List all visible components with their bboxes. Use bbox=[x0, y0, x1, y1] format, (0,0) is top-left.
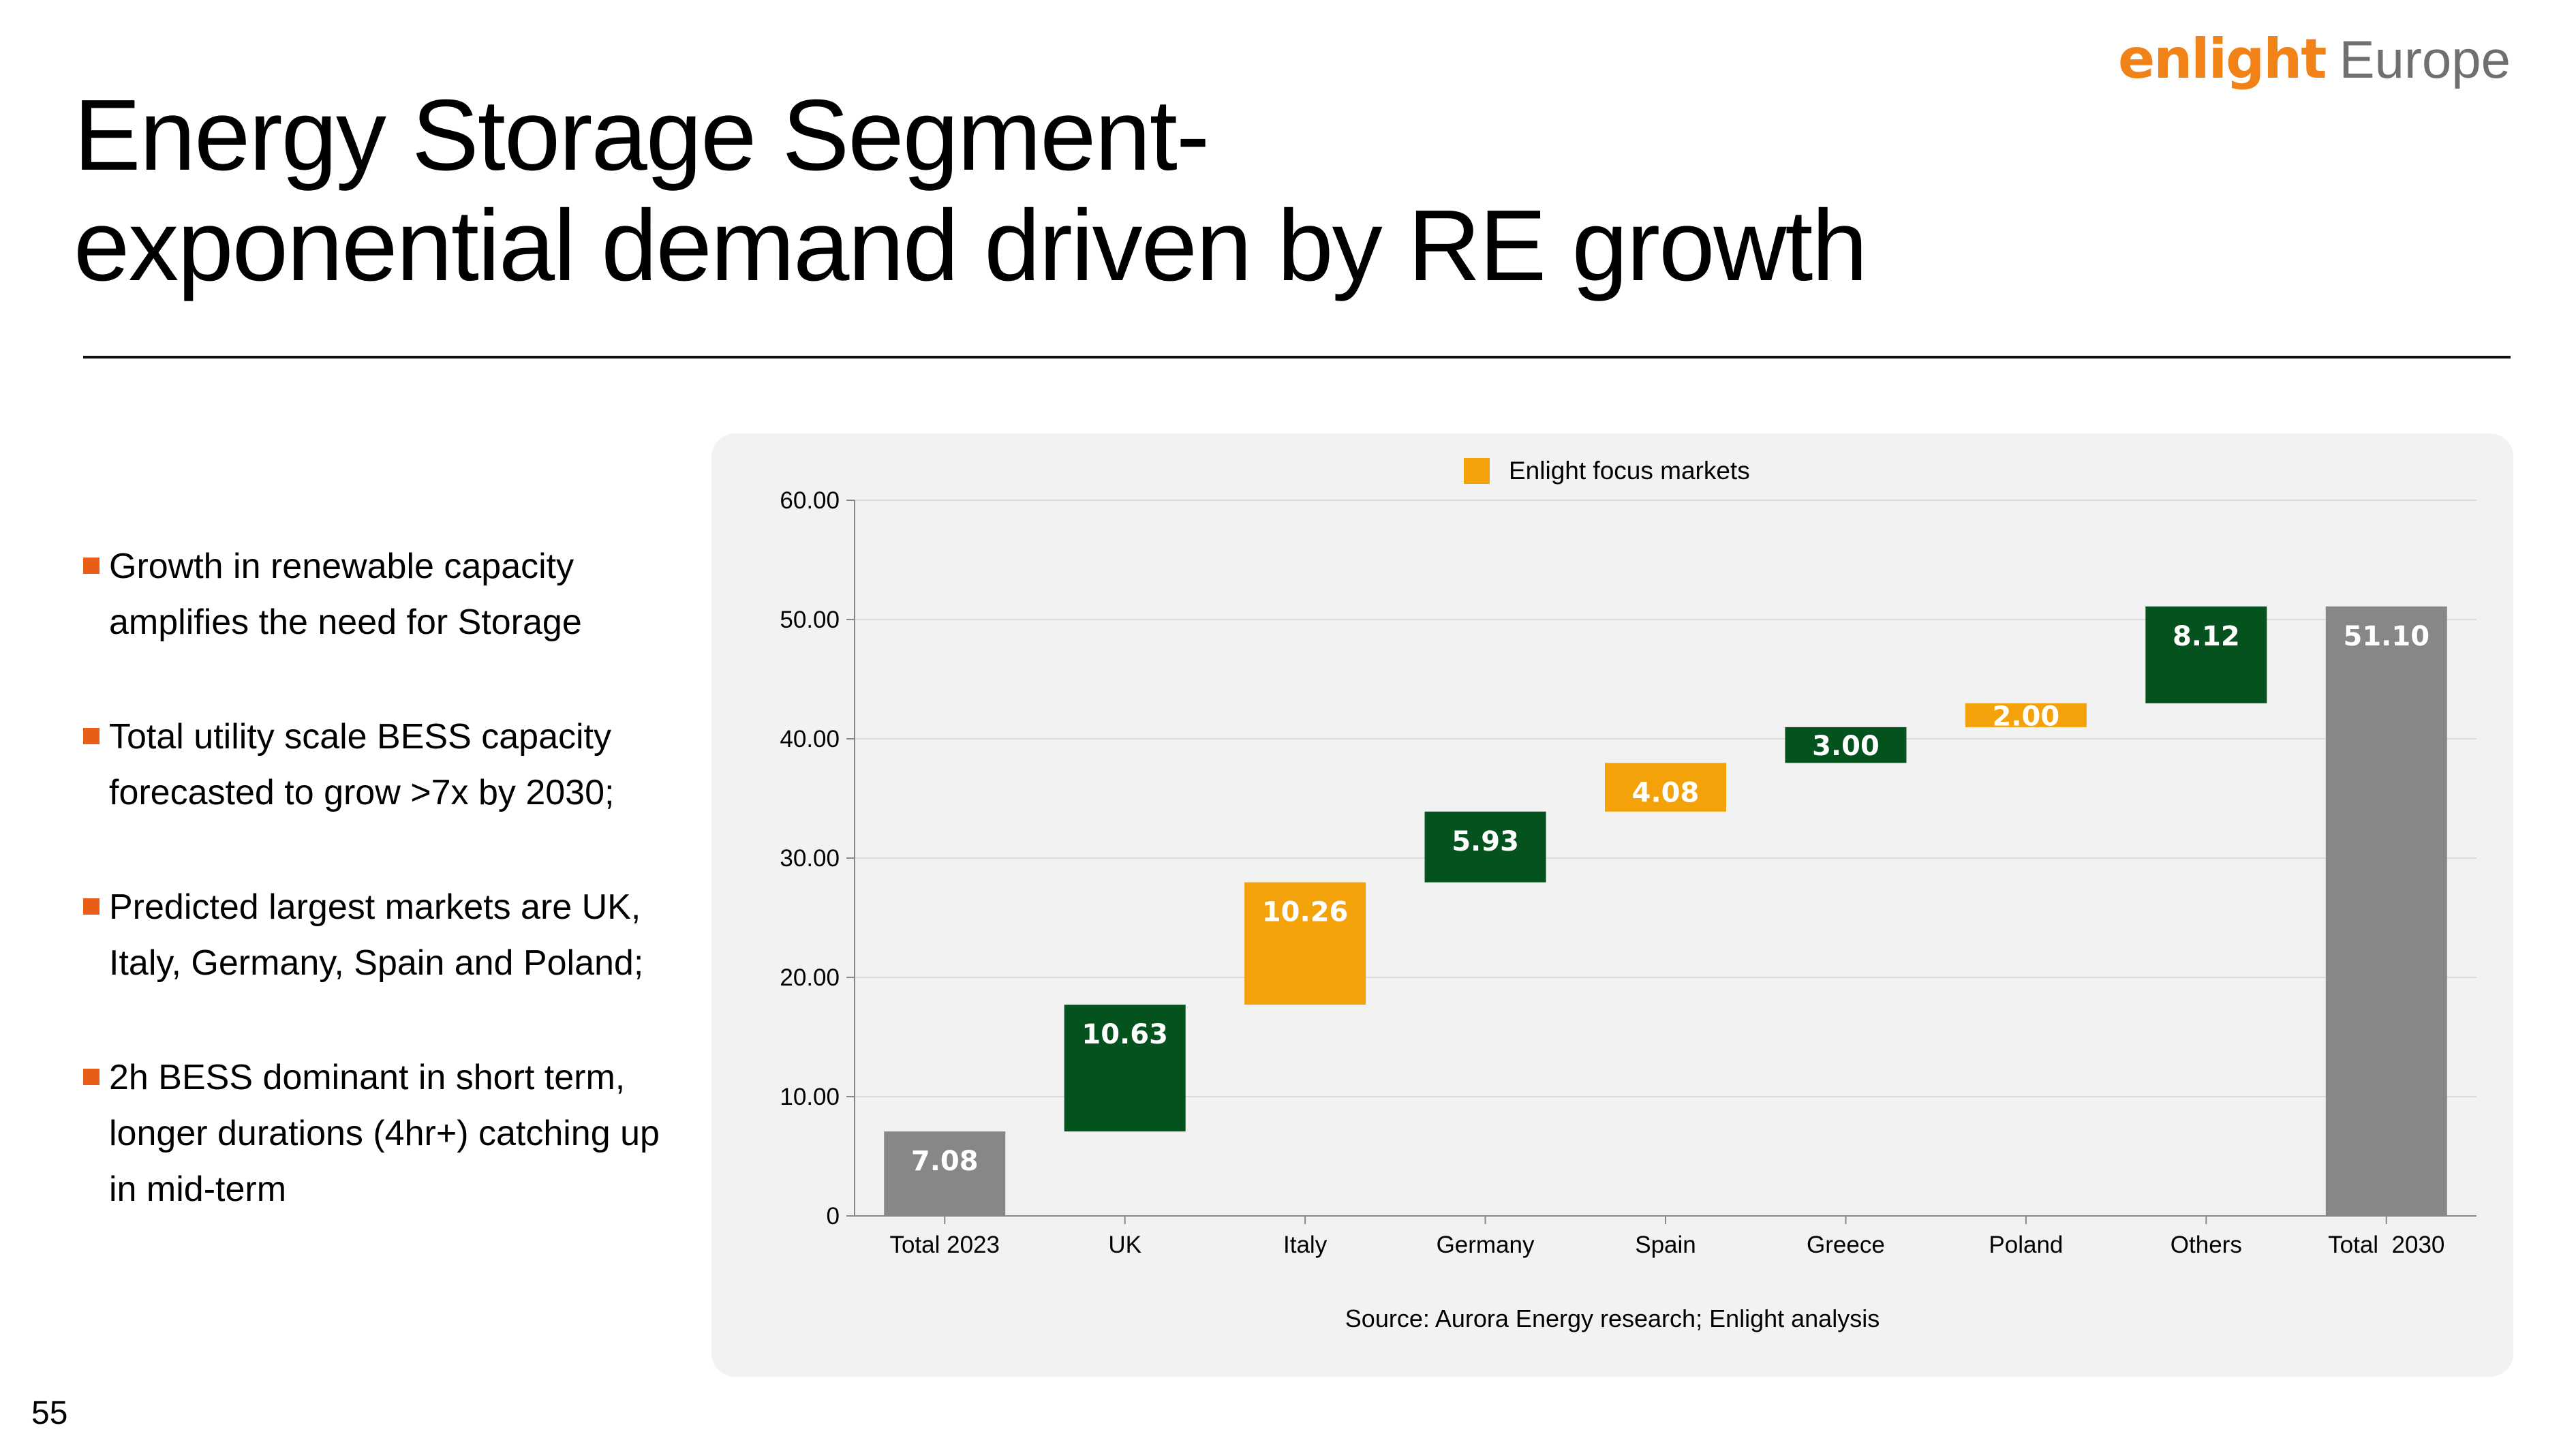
enlight-logo-mark: enlight bbox=[2117, 27, 2327, 91]
bullet-text: Predicted largest markets are UK, Italy,… bbox=[109, 887, 644, 983]
legend-label-focus: Enlight focus markets bbox=[1509, 457, 1750, 485]
square-bullet-icon bbox=[83, 898, 99, 915]
bar-value-label: 4.08 bbox=[1632, 777, 1700, 808]
waterfall-chart-panel: Enlight focus markets 0 10.00 20.00 30.00 40… bbox=[711, 433, 2513, 1377]
bullet-list: Growth in renewable capacity amplifies t… bbox=[82, 538, 695, 1276]
waterfall-bar bbox=[1244, 882, 1366, 1005]
waterfall-bar bbox=[1424, 811, 1546, 883]
bar-value-label: 10.63 bbox=[1082, 1019, 1168, 1050]
y-tick-label: 40.00 bbox=[780, 726, 840, 752]
waterfall-bar bbox=[1965, 703, 2087, 727]
waterfall-bar bbox=[1785, 727, 1907, 763]
bar-value-label: 8.12 bbox=[2173, 621, 2240, 652]
bullet-text: Growth in renewable capacity amplifies t… bbox=[109, 547, 582, 642]
chart-legend: Enlight focus markets bbox=[1464, 457, 1750, 485]
x-tick-label: Germany bbox=[1437, 1232, 1535, 1258]
bar-value-label: 7.08 bbox=[911, 1146, 979, 1177]
title-line-1: Energy Storage Segment- bbox=[74, 79, 1210, 192]
y-tick-label: 10.00 bbox=[780, 1084, 840, 1110]
legend-swatch-focus bbox=[1464, 458, 1490, 484]
y-tick-label: 20.00 bbox=[780, 964, 840, 991]
y-tick-label: 30.00 bbox=[780, 845, 840, 872]
x-tick-label: Total 2030 bbox=[2328, 1232, 2444, 1258]
square-bullet-icon bbox=[83, 1069, 99, 1085]
title-line-2: exponential demand driven by RE growth bbox=[74, 189, 1868, 302]
waterfall-bar bbox=[2145, 606, 2267, 703]
bullet-text: Total utility scale BESS capacity foreca… bbox=[109, 717, 615, 812]
waterfall-chart: 0 10.00 20.00 30.00 40.00 50.00 60.00 7.08 Total… bbox=[780, 487, 2477, 1258]
title-divider bbox=[83, 356, 2511, 359]
x-tick-label: Total 2023 bbox=[889, 1232, 1000, 1258]
y-tick-label: 0 bbox=[827, 1203, 840, 1230]
x-tick-label: Others bbox=[2171, 1232, 2242, 1258]
bar-value-label: 3.00 bbox=[1812, 731, 1880, 762]
enlight-europe-logo: enlight Europe bbox=[2118, 27, 2511, 91]
page-title: Energy Storage Segment- exponential dema… bbox=[74, 79, 1868, 302]
x-tick-label: Spain bbox=[1635, 1232, 1696, 1258]
x-tick-label: Italy bbox=[1283, 1232, 1328, 1258]
square-bullet-icon bbox=[83, 728, 99, 744]
square-bullet-icon bbox=[83, 558, 99, 574]
bar-value-label: 2.00 bbox=[1993, 701, 2060, 732]
bullet-item: 2h BESS dominant in short term, longer d… bbox=[82, 1050, 695, 1217]
y-tick-label: 50.00 bbox=[780, 607, 840, 633]
x-tick-label: UK bbox=[1108, 1232, 1141, 1258]
bullet-item: Total utility scale BESS capacity foreca… bbox=[82, 709, 695, 821]
bullet-item: Predicted largest markets are UK, Italy,… bbox=[82, 879, 695, 991]
bar-value-label: 10.26 bbox=[1262, 897, 1349, 928]
bar-value-label: 51.10 bbox=[2344, 621, 2430, 652]
x-tick-label: Greece bbox=[1807, 1232, 1885, 1258]
bullet-text: 2h BESS dominant in short term, longer d… bbox=[109, 1058, 660, 1209]
logo-europe-text: Europe bbox=[2339, 29, 2511, 89]
waterfall-bar bbox=[2325, 606, 2447, 1216]
waterfall-bar bbox=[1064, 1005, 1186, 1132]
waterfall-bar bbox=[1605, 763, 1726, 812]
page-number: 55 bbox=[31, 1395, 68, 1431]
chart-source: Source: Aurora Energy research; Enlight … bbox=[1345, 1305, 1880, 1332]
bar-value-label: 5.93 bbox=[1452, 826, 1519, 857]
waterfall-bar bbox=[884, 1131, 1006, 1216]
bullet-item: Growth in renewable capacity amplifies t… bbox=[82, 538, 695, 650]
y-tick-label: 60.00 bbox=[780, 487, 840, 514]
x-tick-label: Poland bbox=[1989, 1232, 2063, 1258]
